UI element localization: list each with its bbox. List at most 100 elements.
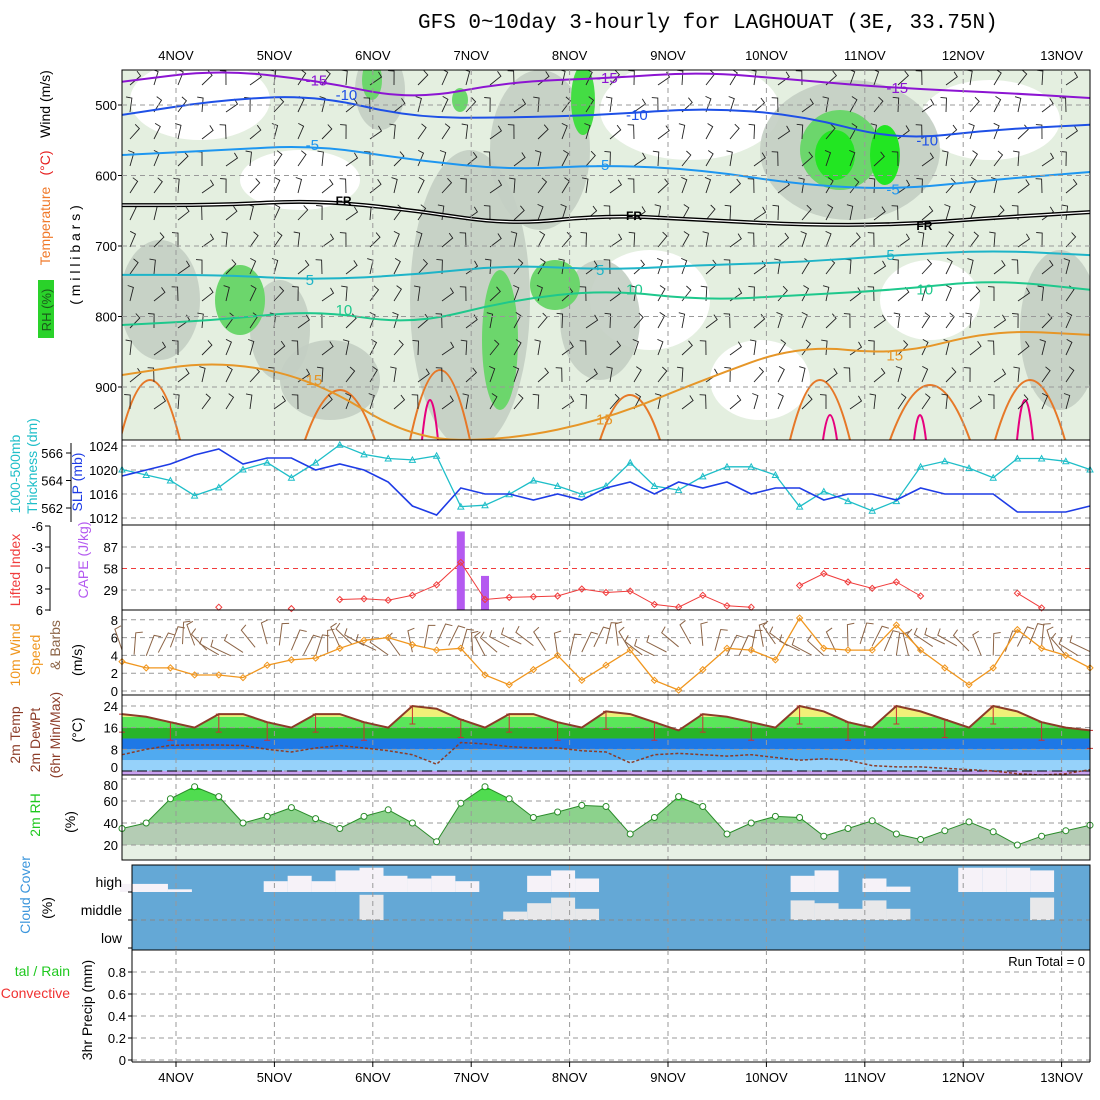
wind-barb <box>657 231 668 248</box>
wind-barb <box>345 152 359 167</box>
cloud-cover-cell-high <box>311 881 336 892</box>
bottom-date-label: 4NOV <box>158 1070 194 1085</box>
wind-barb <box>609 124 622 140</box>
wind-barb <box>700 621 708 646</box>
wind-barb <box>921 339 929 356</box>
wind-barb <box>747 232 755 248</box>
wind-barb <box>249 178 261 194</box>
wind-barb <box>992 632 1001 656</box>
wind-barb <box>801 204 812 221</box>
wind-barb <box>705 95 712 113</box>
wind-barb <box>436 623 453 645</box>
rh-point <box>820 832 828 840</box>
wind-barb <box>657 312 666 329</box>
thickness-point <box>844 497 852 505</box>
rh-unit-label: (%) <box>62 811 78 833</box>
cloud-cover-cell-middle <box>575 908 600 920</box>
wind-axis-label: Wind (m/s) <box>37 70 53 138</box>
wind-barb <box>391 177 398 194</box>
wind-barb <box>177 260 191 275</box>
wind-axis-label: 10m Wind <box>7 623 23 686</box>
rh-point <box>1062 827 1070 835</box>
rh-point <box>868 817 876 825</box>
wind-barb <box>849 96 858 113</box>
wind-barb <box>441 177 453 194</box>
contour-label: 15 <box>596 411 613 428</box>
wind-barb <box>801 394 813 410</box>
wind-barb <box>182 620 191 645</box>
wind-tick-label: 0 <box>111 684 118 699</box>
rh-point <box>481 783 489 791</box>
chart-title: GFS 0~10day 3-hourly for LAGHOUAT (3E, 3… <box>418 12 998 35</box>
wind-barb <box>149 258 156 275</box>
precip-axis-label: 3hr Precip (mm) <box>79 960 95 1060</box>
wind-barb <box>393 230 400 248</box>
temp-tick-label: 16 <box>104 721 118 736</box>
wind-barb <box>335 622 353 645</box>
wind-barb <box>129 123 141 140</box>
thickness-point <box>456 502 465 510</box>
wind-barb <box>393 339 404 356</box>
wind-barb <box>945 367 957 383</box>
wind-barb <box>940 96 947 113</box>
wind-barb <box>369 635 389 656</box>
lifted-index-point <box>432 581 441 589</box>
wind-barb <box>624 635 643 656</box>
wind-barb <box>1046 626 1055 652</box>
wind-barb <box>654 393 662 410</box>
rh-point <box>771 812 779 820</box>
wind-speed-point <box>989 664 997 672</box>
wind-barb <box>319 96 326 113</box>
lifted-index-point <box>820 569 828 578</box>
rh-point <box>796 814 804 821</box>
wind-barb <box>532 393 540 410</box>
wind-barb <box>825 177 834 194</box>
wind-barb <box>849 177 860 194</box>
precip-tick-label: 0.6 <box>108 987 126 1002</box>
cloud-cover-cell-high <box>167 889 192 892</box>
wind-barb <box>273 150 283 167</box>
wind-barb <box>724 366 731 383</box>
wind-barb <box>1065 366 1075 383</box>
wind-unit-label: (m/s) <box>69 644 85 676</box>
lifted-index-point <box>553 592 562 600</box>
cape-tick-label: 87 <box>104 540 118 555</box>
dry-region <box>710 340 810 420</box>
wind-speed-point <box>747 646 755 654</box>
wind-barb <box>1016 626 1035 647</box>
wind-barb <box>177 206 190 221</box>
wind-barb <box>681 97 693 113</box>
isotherm-20-arc <box>822 414 838 440</box>
wind-barb <box>777 285 788 302</box>
wind-barb <box>1035 124 1043 140</box>
wind-barb <box>441 287 455 302</box>
thickness-point <box>1013 454 1022 462</box>
wind-speed-point <box>626 646 634 654</box>
rh-point <box>433 838 441 846</box>
isotherm-arc <box>994 379 1066 440</box>
wind-barb <box>436 258 443 275</box>
rh-axis-label: 2m RH <box>27 793 43 837</box>
lifted-index-point <box>457 558 465 567</box>
wind-speed-point <box>1062 651 1070 660</box>
wind-barb <box>825 627 837 653</box>
wind-barb <box>758 622 767 647</box>
wind-barb <box>585 314 599 329</box>
cape-frame <box>121 524 1091 611</box>
rh-tick-label: 60 <box>104 794 118 809</box>
wind-barb <box>225 259 237 275</box>
wind-barb <box>800 231 807 248</box>
rh-point <box>142 819 150 827</box>
wind-barb <box>705 123 714 140</box>
wind-barb <box>1065 178 1078 194</box>
wind-barb <box>249 231 259 248</box>
wind-barb <box>355 633 377 651</box>
wind-barb <box>661 626 679 648</box>
wind-barb <box>201 179 215 194</box>
wind-barb <box>201 125 214 140</box>
lifted-index-point <box>747 603 755 611</box>
wind-barb <box>345 260 358 275</box>
wind-barb <box>315 634 330 656</box>
temperature-band <box>122 738 1090 750</box>
wind-barb <box>774 258 781 275</box>
